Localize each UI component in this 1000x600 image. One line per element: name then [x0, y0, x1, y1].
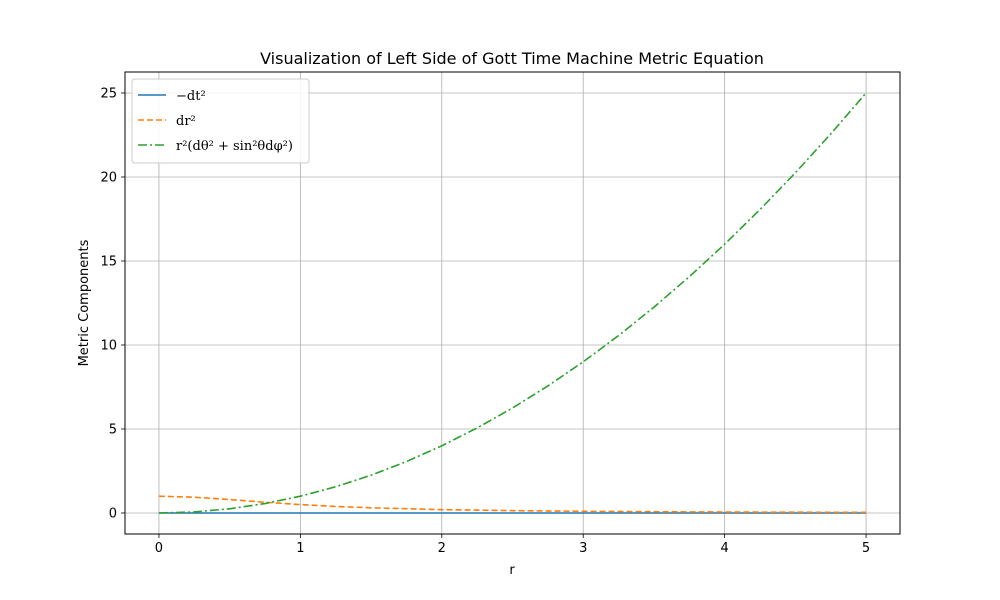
legend: −dt² dr² r²(dθ² + sin²θdφ²)	[131, 78, 310, 164]
legend-entry-0: −dt²	[176, 89, 206, 104]
chart-title: Visualization of Left Side of Gott Time …	[260, 49, 764, 68]
y-axis-label: Metric Components	[77, 239, 92, 366]
y-tick-label: 5	[109, 423, 117, 438]
y-tick-label: 0	[109, 507, 117, 522]
x-tick-label: 3	[579, 541, 587, 556]
legend-box	[131, 78, 310, 164]
legend-entry-1: dr²	[176, 114, 196, 129]
y-tick-label: 20	[100, 171, 117, 186]
ticks: 0 1 2 3 4 5 0 5 10 15 20 25	[100, 87, 870, 557]
series-line-1	[158, 495, 867, 514]
x-tick-label: 4	[720, 541, 728, 556]
legend-entry-2: r²(dθ² + sin²θdφ²)	[176, 139, 293, 154]
x-axis-label: r	[509, 563, 515, 578]
axes-frame	[124, 71, 901, 535]
x-tick-label: 5	[862, 541, 870, 556]
x-tick-label: 0	[155, 541, 163, 556]
y-tick-label: 25	[100, 87, 117, 102]
y-tick-label: 10	[100, 339, 117, 354]
y-tick-label: 15	[100, 255, 117, 270]
plot-area	[158, 92, 867, 514]
x-tick-label: 2	[438, 541, 446, 556]
x-tick-label: 1	[296, 541, 304, 556]
